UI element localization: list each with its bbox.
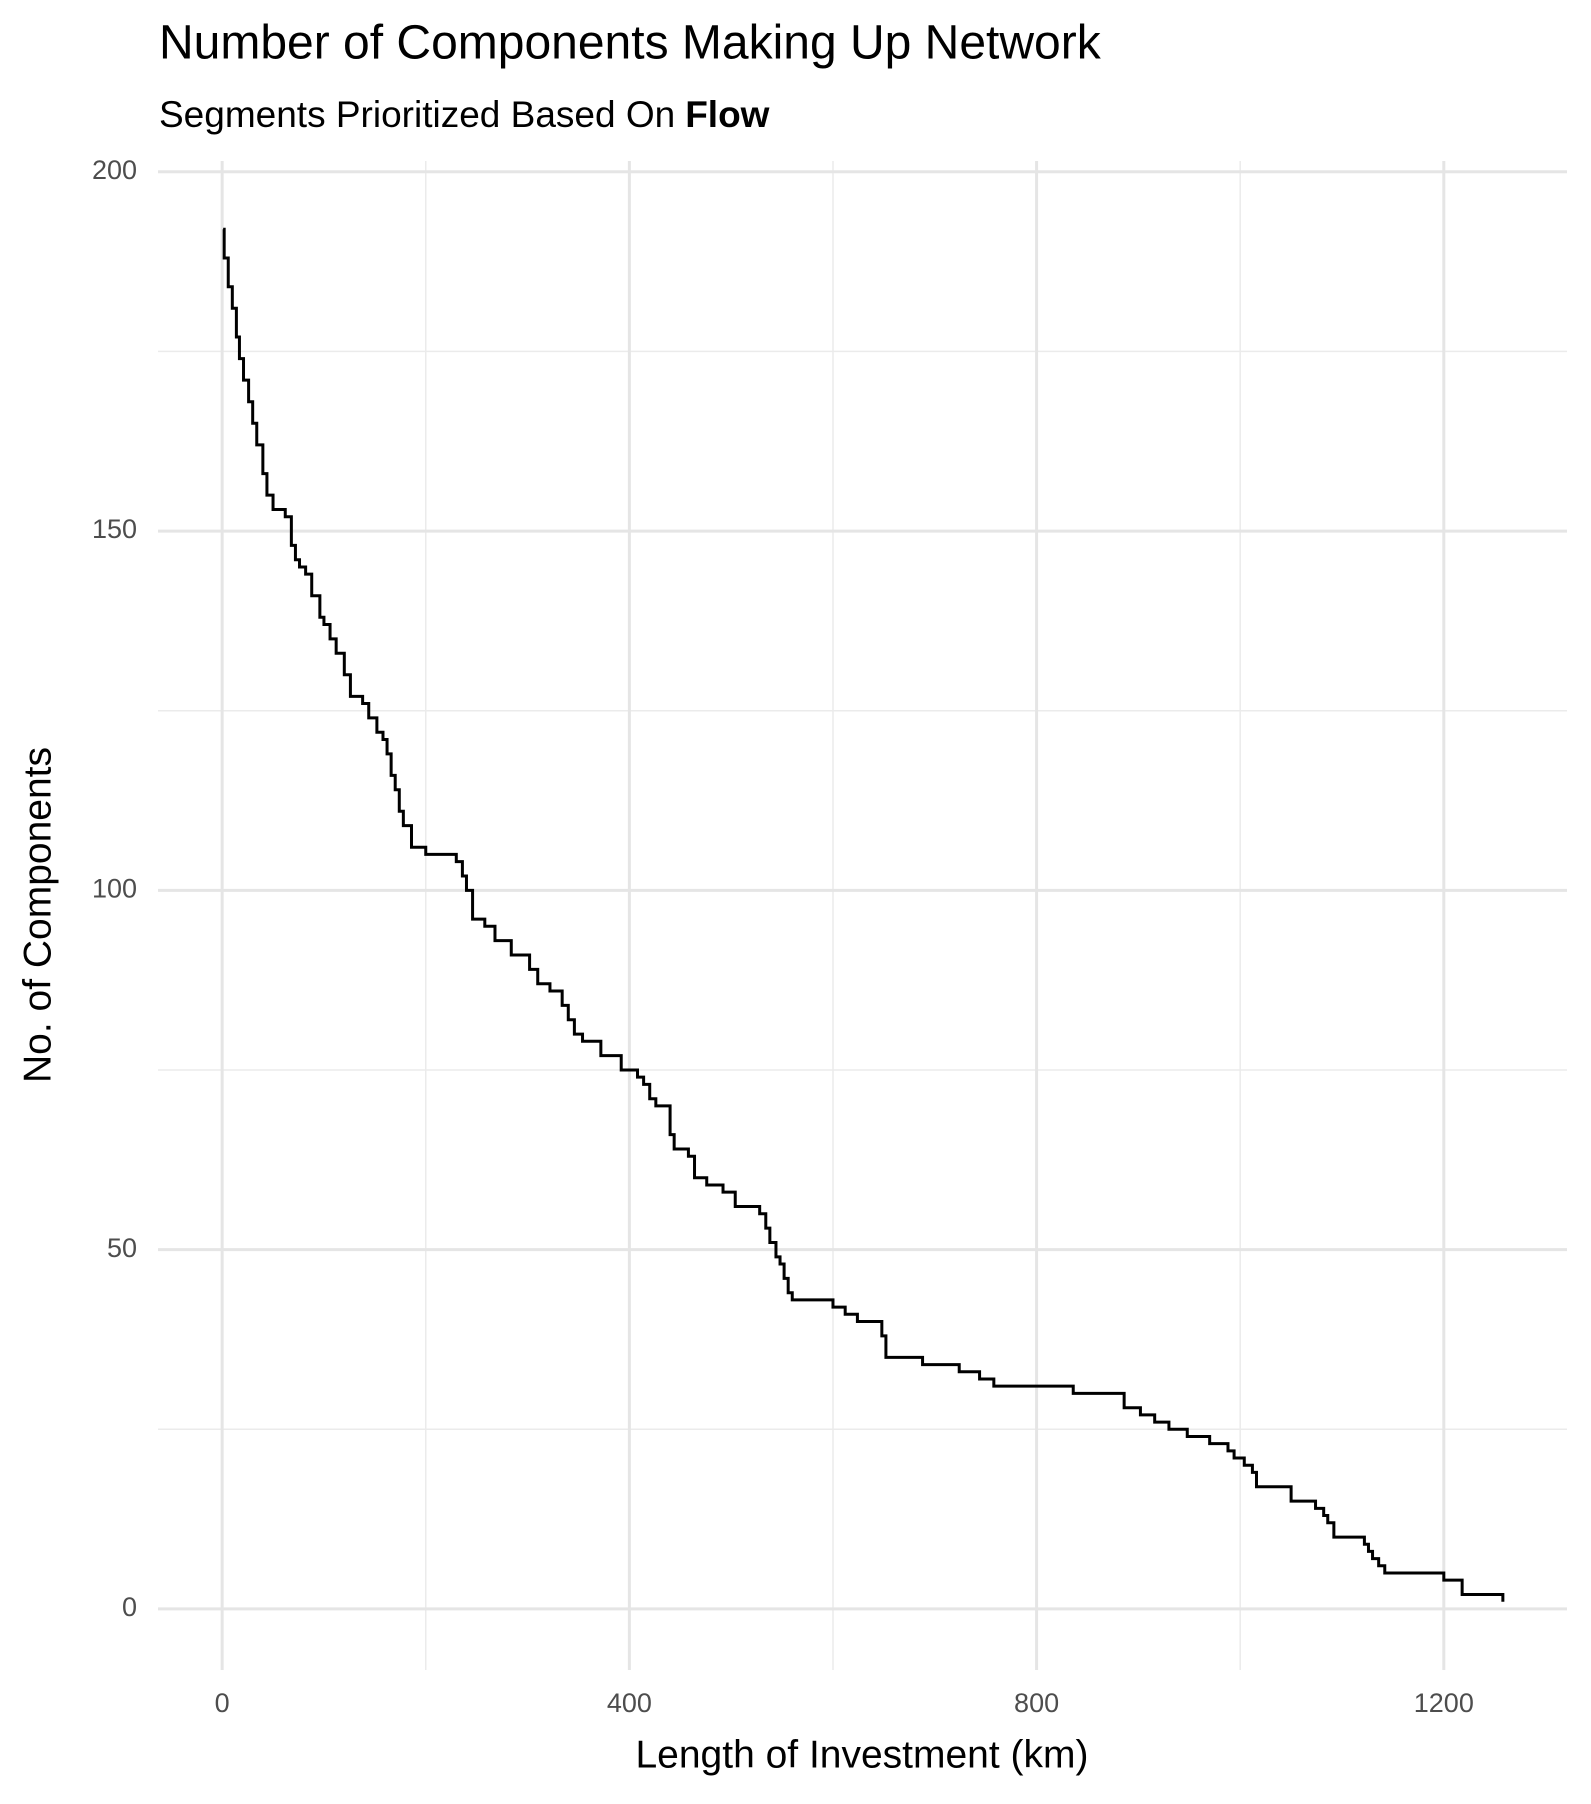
x-tick-label: 400 <box>607 1688 652 1718</box>
y-tick-label: 0 <box>122 1592 137 1622</box>
x-tick-label: 800 <box>1014 1688 1059 1718</box>
y-tick-label: 200 <box>92 155 137 185</box>
plot-area <box>222 227 1505 1602</box>
y-tick-label: 50 <box>107 1233 137 1263</box>
step-line <box>222 227 1505 1602</box>
chart-subtitle: Segments Prioritized Based On Flow <box>159 94 770 135</box>
subtitle-emphasis: Flow <box>685 94 769 135</box>
chart-title: Number of Components Making Up Network <box>159 17 1102 70</box>
grid <box>158 161 1567 1670</box>
x-tick-label: 1200 <box>1414 1688 1474 1718</box>
y-axis-title: No. of Components <box>16 747 59 1083</box>
x-tick-label: 0 <box>215 1688 230 1718</box>
y-tick-label: 100 <box>92 873 137 903</box>
x-axis-title: Length of Investment (km) <box>635 1733 1088 1776</box>
y-tick-label: 150 <box>92 514 137 544</box>
subtitle-text: Segments Prioritized Based On <box>159 94 675 135</box>
